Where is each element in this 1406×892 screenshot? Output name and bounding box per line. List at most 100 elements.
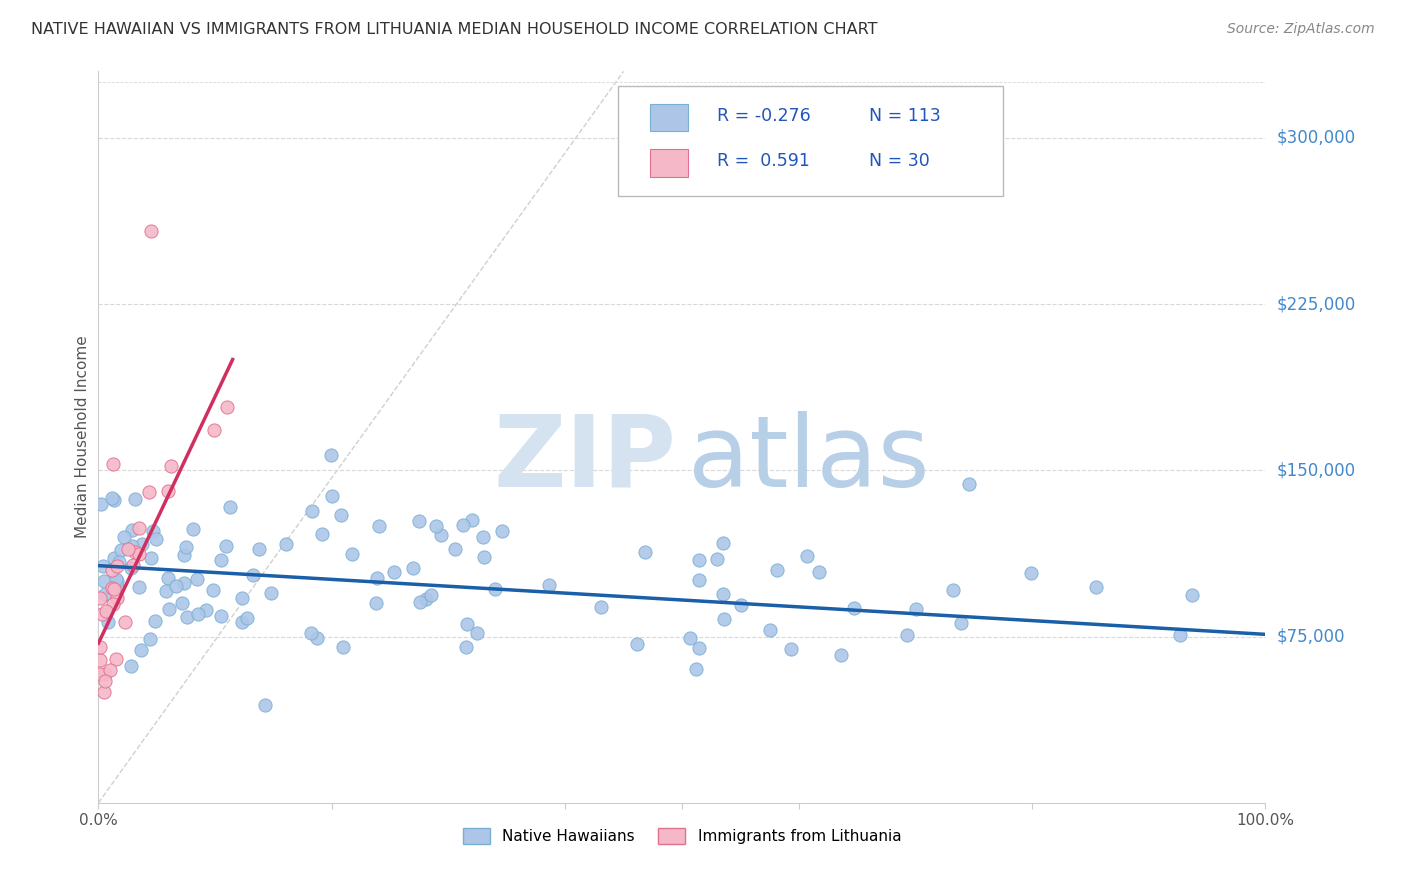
Point (844, 601, 866, 615)
Point (139, 632, 162, 646)
Point (1181, 588, 1204, 602)
Point (688, 574, 710, 588)
Point (89, 640, 111, 654)
Point (104, 572, 127, 586)
Point (93, 685, 115, 699)
Point (626, 637, 648, 651)
Point (368, 518, 391, 533)
Text: $300,000: $300,000 (1277, 128, 1355, 147)
Point (103, 582, 125, 596)
Point (276, 537, 298, 551)
Point (105, 574, 128, 588)
Point (93, 666, 115, 681)
Bar (651, 103, 688, 131)
Point (330, 508, 353, 523)
Point (176, 610, 198, 624)
Point (456, 616, 478, 631)
Point (145, 532, 167, 546)
Text: $150,000: $150,000 (1277, 461, 1355, 479)
Legend: Native Hawaiians, Immigrants from Lithuania: Native Hawaiians, Immigrants from Lithua… (457, 822, 907, 850)
Point (236, 610, 259, 624)
Point (260, 586, 283, 600)
Point (247, 542, 270, 557)
Point (202, 583, 225, 598)
Point (685, 662, 707, 676)
Point (195, 603, 218, 617)
Point (711, 536, 734, 550)
Point (425, 519, 447, 533)
Point (215, 539, 238, 553)
Point (465, 625, 488, 640)
Point (181, 522, 204, 536)
Point (156, 571, 179, 585)
Point (942, 582, 965, 597)
Point (128, 547, 150, 561)
Point (124, 545, 146, 559)
Point (96, 604, 118, 618)
Point (451, 518, 474, 533)
Text: $225,000: $225,000 (1277, 295, 1355, 313)
Point (484, 582, 506, 596)
Point (91, 558, 114, 573)
Point (90, 497, 112, 511)
Point (382, 565, 405, 579)
Point (402, 560, 425, 574)
Point (472, 549, 495, 564)
Text: NATIVE HAWAIIAN VS IMMIGRANTS FROM LITHUANIA MEDIAN HOUSEHOLD INCOME CORRELATION: NATIVE HAWAIIAN VS IMMIGRANTS FROM LITHU… (31, 22, 877, 37)
Point (101, 458, 124, 472)
Point (172, 596, 194, 610)
Text: R = -0.276: R = -0.276 (717, 107, 811, 125)
Point (138, 485, 160, 500)
Point (766, 563, 789, 577)
Point (112, 530, 135, 544)
Point (141, 551, 163, 566)
Point (409, 595, 432, 609)
Point (98, 664, 121, 678)
Point (121, 523, 143, 537)
Point (128, 521, 150, 535)
Point (706, 552, 728, 566)
Point (1168, 628, 1191, 642)
Point (461, 513, 484, 527)
Text: $75,000: $75,000 (1277, 628, 1346, 646)
Point (713, 587, 735, 601)
Point (139, 224, 162, 238)
Point (103, 492, 125, 507)
Point (430, 528, 453, 542)
Point (89, 667, 111, 681)
Text: N = 113: N = 113 (869, 107, 941, 125)
Point (299, 626, 322, 640)
Point (173, 549, 195, 563)
Point (103, 598, 125, 612)
Text: Source: ZipAtlas.com: Source: ZipAtlas.com (1227, 22, 1375, 37)
Point (122, 558, 145, 572)
Point (120, 561, 142, 575)
Point (634, 545, 657, 559)
Point (91, 607, 114, 621)
Point (117, 542, 139, 557)
Point (957, 476, 980, 491)
Point (186, 572, 208, 586)
Point (114, 615, 136, 629)
Point (174, 541, 197, 555)
Point (305, 631, 328, 645)
Point (759, 624, 782, 638)
Point (187, 607, 209, 621)
Point (301, 504, 323, 518)
Point (444, 542, 467, 557)
Point (688, 640, 710, 655)
Point (319, 449, 342, 463)
Point (93, 587, 115, 601)
Point (796, 549, 818, 564)
Point (120, 659, 142, 673)
Point (89, 591, 111, 605)
Point (156, 483, 179, 498)
Point (242, 568, 264, 582)
Point (415, 592, 437, 607)
Point (142, 524, 165, 538)
Point (1085, 580, 1108, 594)
Point (905, 602, 928, 616)
Point (105, 591, 128, 605)
Point (408, 514, 430, 528)
Point (157, 602, 180, 616)
